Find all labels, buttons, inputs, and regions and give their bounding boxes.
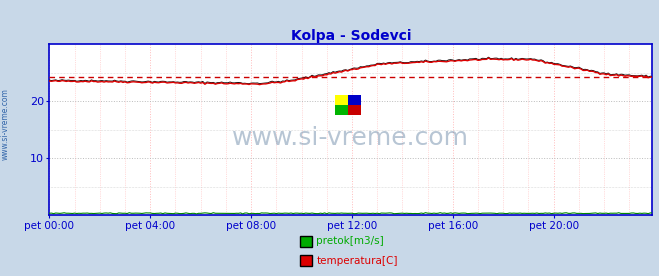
Text: www.si-vreme.com: www.si-vreme.com bbox=[1, 88, 10, 160]
Text: pretok[m3/s]: pretok[m3/s] bbox=[316, 237, 384, 246]
Text: temperatura[C]: temperatura[C] bbox=[316, 256, 398, 266]
Title: Kolpa - Sodevci: Kolpa - Sodevci bbox=[291, 29, 411, 43]
Text: www.si-vreme.com: www.si-vreme.com bbox=[233, 126, 469, 150]
